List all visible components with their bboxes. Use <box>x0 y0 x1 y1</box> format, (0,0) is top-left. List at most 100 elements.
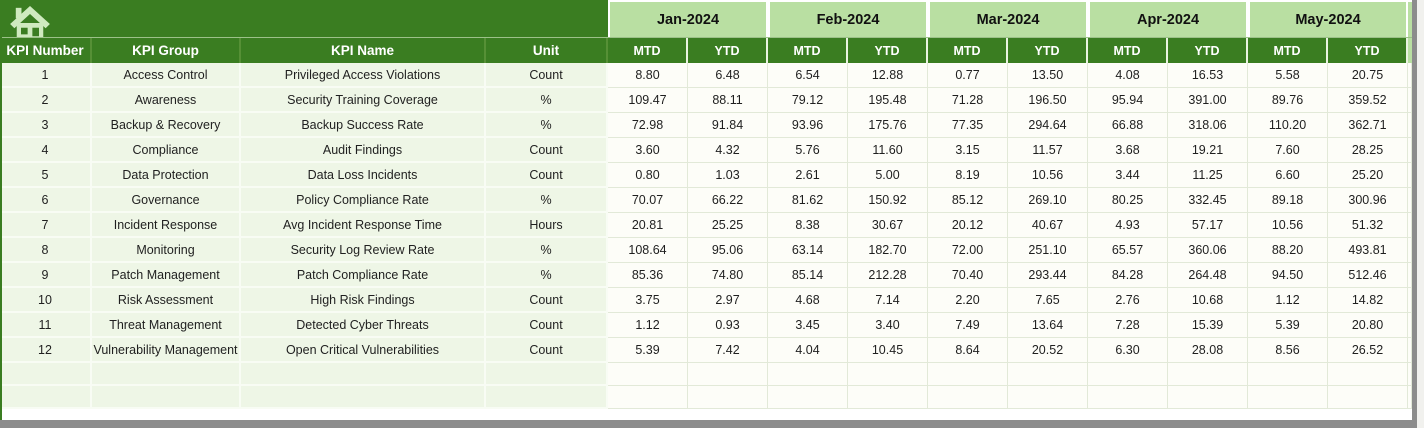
cell-kpi-number[interactable]: 7 <box>0 213 92 238</box>
cell-value[interactable] <box>608 386 688 409</box>
cell-value[interactable]: 74.80 <box>688 263 768 288</box>
cell-value[interactable]: 28.08 <box>1168 338 1248 363</box>
cell-kpi-group[interactable]: Access Control <box>92 63 241 88</box>
month-header-jan[interactable]: Jan-2024 <box>610 2 766 37</box>
cell-value[interactable]: 3.75 <box>608 288 688 313</box>
cell-value[interactable]: 94.50 <box>1248 263 1328 288</box>
cell-value[interactable]: 8.64 <box>928 338 1008 363</box>
cell-value[interactable]: 10.56 <box>1008 163 1088 188</box>
cell-value[interactable]: 7.49 <box>928 313 1008 338</box>
header-jan-mtd[interactable]: MTD <box>608 38 688 63</box>
cell-value[interactable]: 88.11 <box>688 88 768 113</box>
cell-kpi-name[interactable]: Backup Success Rate <box>241 113 486 138</box>
cell-value[interactable]: 25.25 <box>688 213 768 238</box>
cell-value[interactable]: 40.67 <box>1008 213 1088 238</box>
cell-value[interactable]: 251.10 <box>1008 238 1088 263</box>
cell-value[interactable]: 5.39 <box>1248 313 1328 338</box>
cell-value[interactable]: 196.50 <box>1008 88 1088 113</box>
cell-value[interactable]: 6.30 <box>1088 338 1168 363</box>
cell-value[interactable] <box>1168 363 1248 386</box>
cell-kpi-number[interactable] <box>0 386 92 409</box>
cell-value[interactable]: 12.88 <box>848 63 928 88</box>
cell-kpi-name[interactable]: Audit Findings <box>241 138 486 163</box>
cell-value[interactable]: 16.53 <box>1168 63 1248 88</box>
cell-value[interactable]: 2.61 <box>768 163 848 188</box>
cell-kpi-number[interactable]: 12 <box>0 338 92 363</box>
cell-value[interactable]: 269.10 <box>1008 188 1088 213</box>
cell-value[interactable]: 293.44 <box>1008 263 1088 288</box>
cell-value[interactable]: 5.76 <box>768 138 848 163</box>
cell-value[interactable] <box>928 386 1008 409</box>
cell-unit[interactable]: % <box>486 188 608 213</box>
cell-kpi-number[interactable]: 4 <box>0 138 92 163</box>
cell-value[interactable] <box>608 363 688 386</box>
cell-value[interactable]: 3.44 <box>1088 163 1168 188</box>
cell-value[interactable]: 360.06 <box>1168 238 1248 263</box>
cell-kpi-number[interactable]: 11 <box>0 313 92 338</box>
cell-value[interactable]: 72.00 <box>928 238 1008 263</box>
cell-value[interactable]: 195.48 <box>848 88 928 113</box>
cell-value[interactable]: 8.19 <box>928 163 1008 188</box>
header-mar-ytd[interactable]: YTD <box>1008 38 1088 63</box>
cell-value[interactable] <box>928 363 1008 386</box>
cell-value[interactable]: 93.96 <box>768 113 848 138</box>
cell-value[interactable] <box>768 363 848 386</box>
cell-kpi-group[interactable]: Vulnerability Management <box>92 338 241 363</box>
cell-value[interactable]: 10.45 <box>848 338 928 363</box>
cell-value[interactable]: 5.39 <box>608 338 688 363</box>
cell-unit[interactable]: % <box>486 263 608 288</box>
header-apr-ytd[interactable]: YTD <box>1168 38 1248 63</box>
header-kpi-name[interactable]: KPI Name <box>241 38 486 63</box>
cell-value[interactable]: 84.28 <box>1088 263 1168 288</box>
cell-unit[interactable]: Count <box>486 313 608 338</box>
cell-value[interactable]: 3.45 <box>768 313 848 338</box>
cell-value[interactable]: 65.57 <box>1088 238 1168 263</box>
cell-value[interactable]: 25.20 <box>1328 163 1408 188</box>
cell-value[interactable]: 332.45 <box>1168 188 1248 213</box>
cell-value[interactable]: 6.54 <box>768 63 848 88</box>
cell-value[interactable] <box>848 363 928 386</box>
cell-value[interactable] <box>1328 386 1408 409</box>
cell-value[interactable]: 95.06 <box>688 238 768 263</box>
cell-value[interactable]: 0.93 <box>688 313 768 338</box>
cell-value[interactable]: 91.84 <box>688 113 768 138</box>
month-header-apr[interactable]: Apr-2024 <box>1090 2 1246 37</box>
cell-value[interactable]: 20.80 <box>1328 313 1408 338</box>
cell-value[interactable]: 85.12 <box>928 188 1008 213</box>
header-feb-ytd[interactable]: YTD <box>848 38 928 63</box>
cell-value[interactable]: 20.81 <box>608 213 688 238</box>
cell-value[interactable]: 108.64 <box>608 238 688 263</box>
cell-value[interactable] <box>1248 363 1328 386</box>
cell-value[interactable]: 63.14 <box>768 238 848 263</box>
home-button[interactable] <box>0 0 608 37</box>
cell-kpi-name[interactable]: Patch Compliance Rate <box>241 263 486 288</box>
cell-kpi-group[interactable]: Incident Response <box>92 213 241 238</box>
cell-kpi-name[interactable]: Detected Cyber Threats <box>241 313 486 338</box>
cell-value[interactable]: 7.65 <box>1008 288 1088 313</box>
cell-kpi-group[interactable]: Monitoring <box>92 238 241 263</box>
header-may-ytd[interactable]: YTD <box>1328 38 1408 63</box>
cell-value[interactable]: 95.94 <box>1088 88 1168 113</box>
cell-unit[interactable] <box>486 386 608 409</box>
cell-unit[interactable] <box>486 363 608 386</box>
cell-value[interactable]: 72.98 <box>608 113 688 138</box>
cell-unit[interactable]: Count <box>486 338 608 363</box>
cell-value[interactable]: 28.25 <box>1328 138 1408 163</box>
cell-value[interactable]: 30.67 <box>848 213 928 238</box>
cell-kpi-name[interactable]: Avg Incident Response Time <box>241 213 486 238</box>
month-header-may[interactable]: May-2024 <box>1250 2 1406 37</box>
cell-value[interactable]: 19.21 <box>1168 138 1248 163</box>
cell-value[interactable]: 81.62 <box>768 188 848 213</box>
cell-value[interactable] <box>688 386 768 409</box>
cell-value[interactable] <box>1088 386 1168 409</box>
cell-value[interactable]: 70.40 <box>928 263 1008 288</box>
cell-kpi-group[interactable]: Risk Assessment <box>92 288 241 313</box>
cell-kpi-name[interactable]: Open Critical Vulnerabilities <box>241 338 486 363</box>
cell-value[interactable]: 362.71 <box>1328 113 1408 138</box>
cell-value[interactable]: 2.97 <box>688 288 768 313</box>
cell-value[interactable]: 77.35 <box>928 113 1008 138</box>
cell-kpi-group[interactable] <box>92 386 241 409</box>
cell-value[interactable] <box>848 386 928 409</box>
cell-value[interactable]: 391.00 <box>1168 88 1248 113</box>
header-may-mtd[interactable]: MTD <box>1248 38 1328 63</box>
